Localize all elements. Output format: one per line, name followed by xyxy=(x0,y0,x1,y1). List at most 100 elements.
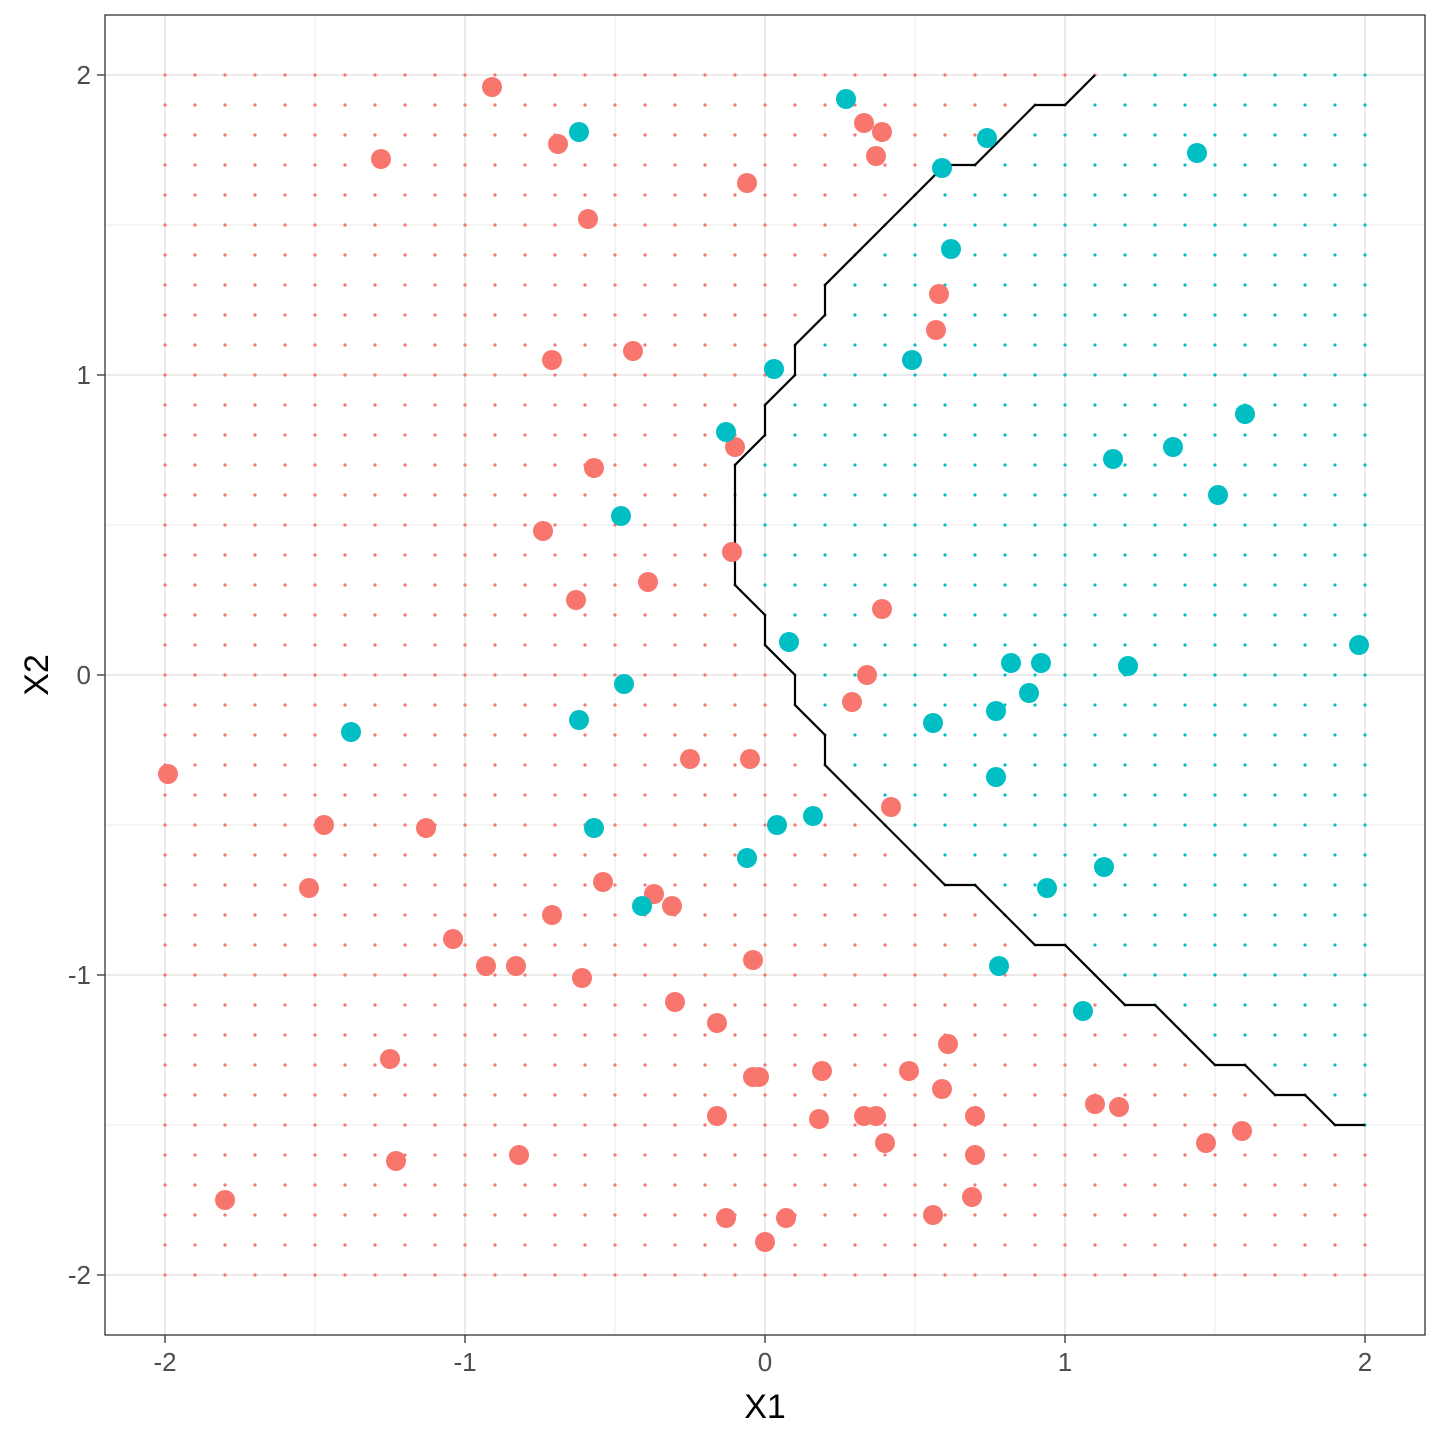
prediction-dot xyxy=(253,253,257,257)
y-tick-label: 0 xyxy=(77,660,91,690)
prediction-dot xyxy=(523,1243,527,1247)
prediction-dot xyxy=(913,373,917,377)
prediction-dot xyxy=(253,853,257,857)
prediction-dot xyxy=(1213,703,1217,707)
prediction-dot xyxy=(673,823,677,827)
prediction-dot xyxy=(223,1123,227,1127)
prediction-dot xyxy=(1063,1033,1067,1037)
prediction-dot xyxy=(1063,223,1067,227)
prediction-dot xyxy=(943,1153,947,1157)
prediction-dot xyxy=(493,643,497,647)
prediction-dot xyxy=(763,853,767,857)
prediction-dot xyxy=(1123,163,1127,167)
prediction-dot xyxy=(913,1213,917,1217)
prediction-dot xyxy=(463,913,467,917)
data-point xyxy=(482,77,502,97)
prediction-dot xyxy=(583,643,587,647)
prediction-dot xyxy=(883,853,887,857)
prediction-dot xyxy=(973,943,977,947)
prediction-dot xyxy=(283,943,287,947)
prediction-dot xyxy=(1153,823,1157,827)
prediction-dot xyxy=(973,973,977,977)
prediction-dot xyxy=(193,1003,197,1007)
prediction-dot xyxy=(1273,103,1277,107)
prediction-dot xyxy=(1123,1273,1127,1277)
prediction-dot xyxy=(583,943,587,947)
prediction-dot xyxy=(883,1153,887,1157)
prediction-dot xyxy=(1123,223,1127,227)
prediction-dot xyxy=(1063,763,1067,767)
prediction-dot xyxy=(583,1003,587,1007)
prediction-dot xyxy=(403,1093,407,1097)
prediction-dot xyxy=(193,643,197,647)
prediction-dot xyxy=(823,133,827,137)
data-point xyxy=(842,692,862,712)
prediction-dot xyxy=(313,1003,317,1007)
data-point xyxy=(509,1145,529,1165)
prediction-dot xyxy=(703,1003,707,1007)
data-point xyxy=(476,956,496,976)
prediction-dot xyxy=(1183,433,1187,437)
prediction-dot xyxy=(373,763,377,767)
prediction-dot xyxy=(1093,103,1097,107)
data-point xyxy=(725,437,745,457)
prediction-dot xyxy=(283,463,287,467)
prediction-dot xyxy=(1213,613,1217,617)
prediction-dot xyxy=(673,673,677,677)
prediction-dot xyxy=(1333,163,1337,167)
prediction-dot xyxy=(733,403,737,407)
prediction-dot xyxy=(643,643,647,647)
prediction-dot xyxy=(163,883,167,887)
prediction-dot xyxy=(673,313,677,317)
prediction-dot xyxy=(253,493,257,497)
prediction-dot xyxy=(1333,1003,1337,1007)
prediction-dot xyxy=(883,103,887,107)
prediction-dot xyxy=(1123,583,1127,587)
prediction-dot xyxy=(913,673,917,677)
data-point xyxy=(809,1109,829,1129)
prediction-dot xyxy=(163,343,167,347)
prediction-dot xyxy=(703,793,707,797)
data-point xyxy=(638,572,658,592)
prediction-dot xyxy=(1243,493,1247,497)
prediction-dot xyxy=(343,1093,347,1097)
prediction-dot xyxy=(553,313,557,317)
prediction-dot xyxy=(1153,913,1157,917)
prediction-dot xyxy=(313,73,317,77)
prediction-dot xyxy=(403,553,407,557)
prediction-dot xyxy=(223,283,227,287)
prediction-dot xyxy=(313,1093,317,1097)
prediction-dot xyxy=(673,1243,677,1247)
prediction-dot xyxy=(1243,673,1247,677)
prediction-dot xyxy=(163,373,167,377)
prediction-dot xyxy=(433,943,437,947)
prediction-dot xyxy=(1363,853,1367,857)
prediction-dot xyxy=(1033,463,1037,467)
prediction-dot xyxy=(493,133,497,137)
prediction-dot xyxy=(373,1213,377,1217)
prediction-dot xyxy=(403,163,407,167)
prediction-dot xyxy=(433,613,437,617)
prediction-dot xyxy=(403,373,407,377)
prediction-dot xyxy=(973,1033,977,1037)
prediction-dot xyxy=(583,553,587,557)
prediction-dot xyxy=(793,913,797,917)
prediction-dot xyxy=(1123,493,1127,497)
prediction-dot xyxy=(1003,1273,1007,1277)
prediction-dot xyxy=(373,463,377,467)
data-point xyxy=(923,1205,943,1225)
data-point xyxy=(341,722,361,742)
prediction-dot xyxy=(553,373,557,377)
prediction-dot xyxy=(733,943,737,947)
prediction-dot xyxy=(883,1213,887,1217)
prediction-dot xyxy=(1063,253,1067,257)
prediction-dot xyxy=(613,643,617,647)
prediction-dot xyxy=(433,1213,437,1217)
prediction-dot xyxy=(943,193,947,197)
prediction-dot xyxy=(493,373,497,377)
prediction-dot xyxy=(1243,883,1247,887)
prediction-dot xyxy=(853,283,857,287)
prediction-dot xyxy=(1093,1183,1097,1187)
prediction-dot xyxy=(823,1213,827,1217)
prediction-dot xyxy=(1303,1063,1307,1067)
